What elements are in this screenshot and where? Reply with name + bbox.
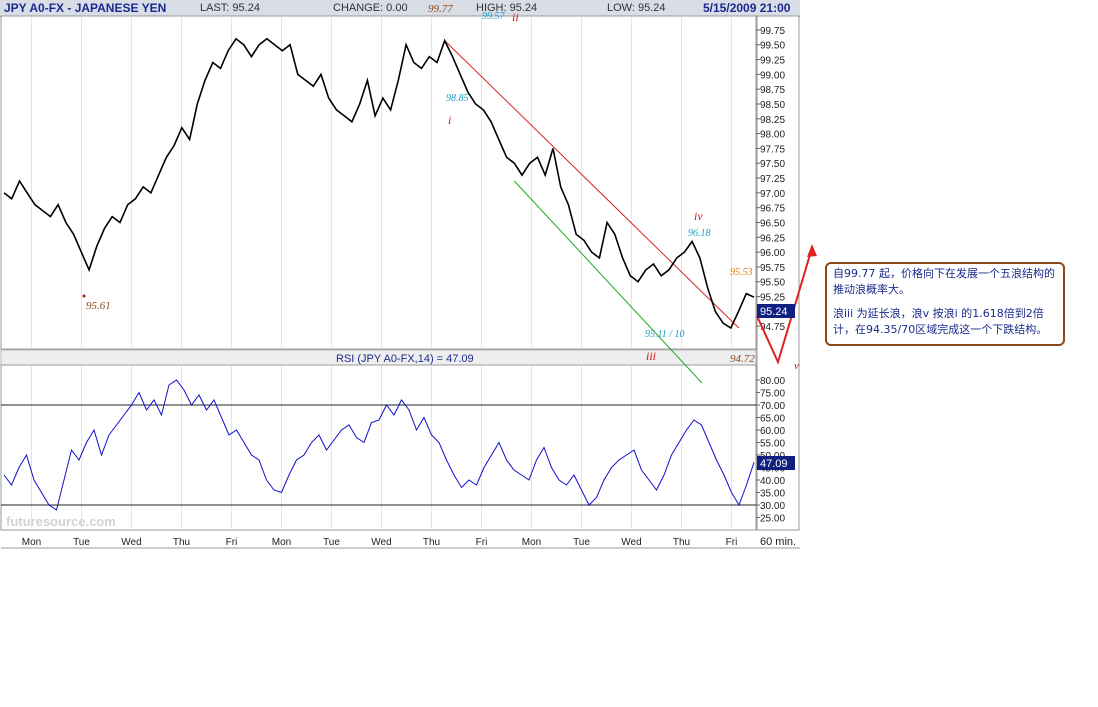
annotation-99-57: 99.57 (482, 11, 506, 22)
rsi-tick-label-10: 30.00 (760, 501, 785, 512)
x-tick-label-10: Mon (522, 537, 541, 548)
price-tick-label-19: 94.75 (760, 322, 785, 333)
last-rsi-badge (757, 456, 795, 470)
x-tick-label-6: Tue (323, 537, 340, 548)
projection-arrowhead (807, 244, 817, 257)
change-value: CHANGE: 0.00 (333, 2, 408, 14)
wave-label-iv: iv (694, 209, 703, 223)
price-tick-label-14: 96.25 (760, 233, 785, 244)
price-tick-label-10: 97.25 (760, 174, 785, 185)
x-tick-label-9: Fri (476, 537, 488, 548)
last-rsi-badge-text: 47.09 (760, 458, 788, 470)
price-panel (0, 15, 757, 350)
annotation-96-18: 96.18 (688, 228, 711, 239)
annotation-95-61: 95.61 (86, 300, 111, 312)
watermark: futuresource.com (6, 514, 116, 529)
chart-datetime: 5/15/2009 21:00 (703, 1, 791, 15)
interval-label: 60 min. (760, 536, 796, 548)
last-price-badge-text: 95.24 (760, 306, 788, 318)
wave-label-ii: ii (512, 10, 519, 24)
annotation-94-72: 94.72 (730, 353, 755, 365)
low-marker-dot (82, 294, 86, 298)
chart-header: JPY A0-FX - JAPANESE YEN LAST: 95.24 CHA… (0, 0, 800, 17)
high-value: HIGH: 95.24 (476, 2, 538, 14)
time-axis: Mon Tue Wed Thu Fri Mon Tue Wed Thu Fri Mon Tue Wed T… (22, 537, 738, 548)
annotation-95-53: 95.53 (730, 267, 753, 278)
price-tick-label-2: 99.25 (760, 56, 785, 67)
note-line-2: 浪iii 为延长浪，浪v 按浪i 的1.618倍到2倍计，在94.35/70区域… (833, 307, 1048, 336)
price-tick-label-6: 98.25 (760, 115, 785, 126)
price-tick-label-17: 95.50 (760, 278, 785, 289)
price-tick-label-7: 98.00 (760, 130, 785, 141)
x-tick-label-3: Thu (173, 537, 190, 548)
x-tick-label-8: Thu (423, 537, 440, 548)
x-tick-label-11: Tue (573, 537, 590, 548)
price-tick-label-11: 97.00 (760, 189, 785, 200)
grid (31, 17, 732, 529)
price-tick-label-5: 98.50 (760, 100, 785, 111)
rsi-label: RSI (JPY A0-FX,14) = 47.09 (336, 353, 474, 365)
projection-path (756, 247, 813, 365)
x-tick-label-0: Mon (22, 537, 41, 548)
rsi-tick-label-8: 40.00 (760, 476, 785, 487)
x-tick-label-13: Thu (673, 537, 690, 548)
analysis-note: 自99.77 起，价格向下在发展一个五浪结构的推动浪概率大。 浪iii 为延长浪… (825, 262, 1065, 346)
annotation-98-85: 98.85 (446, 93, 469, 104)
price-tick-label-1: 99.50 (760, 41, 785, 52)
y-axis-strip (756, 15, 800, 531)
rsi-tick-label-11: 25.00 (760, 514, 785, 525)
rsi-tick-label-1: 75.00 (760, 389, 785, 400)
rsi-tick-label-4: 60.00 (760, 426, 785, 437)
price-tick-label-0: 99.75 (760, 26, 785, 37)
annotation-99-77: 99.77 (428, 3, 453, 15)
rsi-tick-label-0: 80.00 (760, 376, 785, 387)
x-tick-label-5: Mon (272, 537, 291, 548)
wave-label-i: i (448, 113, 451, 127)
price-tick-label-12: 96.75 (760, 204, 785, 215)
rsi-panel (0, 364, 757, 531)
x-tick-label-4: Fri (226, 537, 238, 548)
x-tick-label-2: Wed (121, 537, 141, 548)
last-price: LAST: 95.24 (200, 2, 260, 14)
low-value: LOW: 95.24 (607, 2, 666, 14)
rsi-tick-label-2: 70.00 (760, 401, 785, 412)
rsi-series (3, 379, 755, 511)
price-axis: 99.75 99.50 99.25 99.00 98.75 98.50 98.25 98.00… (756, 26, 785, 333)
price-tick-label-4: 98.75 (760, 85, 785, 96)
price-tick-label-8: 97.75 (760, 144, 785, 155)
x-tick-label-12: Wed (621, 537, 641, 548)
annotation-95-11: 95.11 / 10 (645, 329, 685, 340)
rsi-tick-label-5: 55.00 (760, 439, 785, 450)
wave-label-v: v (794, 360, 799, 372)
price-tick-label-18: 95.25 (760, 293, 785, 304)
x-tick-label-14: Fri (726, 537, 738, 548)
note-line-1: 自99.77 起，价格向下在发展一个五浪结构的推动浪概率大。 (833, 267, 1055, 296)
x-tick-label-7: Wed (371, 537, 391, 548)
price-tick-label-13: 96.50 (760, 218, 785, 229)
rsi-tick-label-3: 65.00 (760, 414, 785, 425)
x-tick-label-1: Tue (73, 537, 90, 548)
price-tick-label-3: 99.00 (760, 70, 785, 81)
symbol-title: JPY A0-FX - JAPANESE YEN (4, 1, 167, 15)
lower-channel-line (513, 180, 703, 384)
last-price-badge (757, 304, 795, 318)
price-tick-label-16: 95.75 (760, 263, 785, 274)
wave-label-iii: iii (646, 349, 656, 363)
rsi-tick-label-9: 35.00 (760, 489, 785, 500)
upper-channel-line (444, 40, 740, 329)
price-series (3, 37, 755, 330)
price-tick-label-15: 96.00 (760, 248, 785, 259)
price-tick-label-9: 97.50 (760, 159, 785, 170)
